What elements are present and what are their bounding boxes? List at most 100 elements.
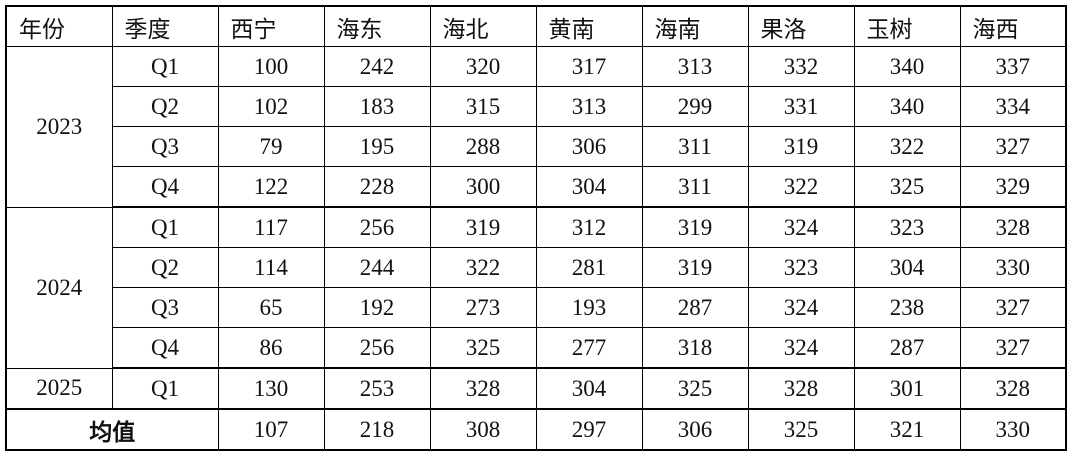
value-cell: 324 [747,287,855,328]
column-header: 玉树 [853,5,961,47]
table-row: Q2 114 244 322 281 319 323 304 330 [6,247,1067,288]
value-cell: 183 [323,86,431,127]
value-cell: 319 [641,206,749,248]
value-cell: 319 [747,126,855,167]
year-cell: 2025 [5,367,113,410]
value-cell: 315 [429,86,537,127]
value-cell: 328 [959,206,1067,248]
value-cell: 117 [217,206,325,248]
quarter-cell: Q3 [111,126,219,167]
quarter-cell: Q1 [111,206,219,248]
mean-label: 均值 [5,408,219,451]
value-cell: 100 [217,46,325,87]
value-cell: 65 [217,287,325,328]
value-cell: 304 [535,367,643,410]
value-cell: 253 [323,367,431,410]
quarter-cell: Q4 [111,166,219,208]
quarter-cell: Q3 [111,287,219,328]
value-cell: 313 [641,46,749,87]
value-cell: 299 [641,86,749,127]
column-header: 果洛 [747,5,855,47]
quarter-cell: Q1 [111,367,219,410]
table-row: 2025 Q1 130 253 328 304 325 328 301 328 [5,367,1067,410]
value-cell: 327 [959,126,1067,167]
quarter-cell: Q4 [111,327,219,369]
value-cell: 323 [853,206,961,248]
value-cell: 328 [959,367,1067,410]
value-cell: 256 [323,206,431,248]
value-cell: 317 [535,46,643,87]
mean-value-cell: 321 [853,408,961,451]
quarter-cell: Q2 [111,247,219,288]
value-cell: 328 [747,367,855,410]
value-cell: 311 [641,126,749,167]
mean-value-cell: 297 [535,408,643,451]
table-row: 2024 Q1 117 256 319 312 319 324 323 328 [5,206,1067,369]
value-cell: 328 [429,367,537,410]
column-header: 海西 [959,5,1067,47]
mean-value-cell: 306 [641,408,749,451]
column-header: 海北 [429,5,537,47]
value-cell: 301 [853,367,961,410]
value-cell: 244 [323,247,431,288]
value-cell: 318 [641,327,749,369]
value-cell: 306 [535,126,643,167]
value-cell: 287 [853,327,961,369]
value-cell: 331 [747,86,855,127]
value-cell: 322 [747,166,855,208]
quarter-cell: Q2 [111,86,219,127]
value-cell: 192 [323,287,431,328]
value-cell: 324 [747,206,855,248]
column-header: 海南 [641,5,749,47]
value-cell: 330 [959,247,1067,288]
value-cell: 325 [641,367,749,410]
value-cell: 320 [429,46,537,87]
value-cell: 322 [853,126,961,167]
column-header: 年份 [5,5,113,47]
value-cell: 288 [429,126,537,167]
value-cell: 311 [641,166,749,208]
value-cell: 319 [429,206,537,248]
column-header: 黄南 [535,5,643,47]
value-cell: 102 [217,86,325,127]
value-cell: 322 [429,247,537,288]
quarter-cell: Q1 [111,46,219,87]
table-row: Q4 86 256 325 277 318 324 287 327 [6,327,1067,369]
value-cell: 340 [853,46,961,87]
mean-value-cell: 308 [429,408,537,451]
value-cell: 287 [641,287,749,328]
value-cell: 79 [217,126,325,167]
table-row: 2023 Q1 100 242 320 317 313 332 340 337 [5,46,1067,208]
value-cell: 304 [853,247,961,288]
column-header: 西宁 [217,5,325,47]
header-row: 年份 季度 西宁 海东 海北 黄南 海南 果洛 玉树 海西 [5,5,1067,47]
mean-value-cell: 107 [217,408,325,451]
value-cell: 114 [217,247,325,288]
mean-value-cell: 218 [323,408,431,451]
value-cell: 122 [217,166,325,208]
value-cell: 273 [429,287,537,328]
value-cell: 337 [959,46,1067,87]
value-cell: 319 [641,247,749,288]
value-cell: 228 [323,166,431,208]
value-cell: 277 [535,327,643,369]
value-cell: 312 [535,206,643,248]
value-cell: 256 [323,327,431,369]
value-cell: 238 [853,287,961,328]
value-cell: 86 [217,327,325,369]
value-cell: 327 [959,327,1067,369]
mean-value-cell: 325 [747,408,855,451]
table-row: Q2 102 183 315 313 299 331 340 334 [6,86,1067,127]
column-header: 季度 [111,5,219,47]
value-cell: 334 [959,86,1067,127]
table-row: Q4 122 228 300 304 311 322 325 329 [6,166,1067,208]
value-cell: 325 [853,166,961,208]
value-cell: 242 [323,46,431,87]
value-cell: 340 [853,86,961,127]
value-cell: 332 [747,46,855,87]
value-cell: 327 [959,287,1067,328]
value-cell: 323 [747,247,855,288]
value-cell: 130 [217,367,325,410]
mean-row: 均值 107 218 308 297 306 325 321 330 [5,408,1067,451]
value-cell: 304 [535,166,643,208]
